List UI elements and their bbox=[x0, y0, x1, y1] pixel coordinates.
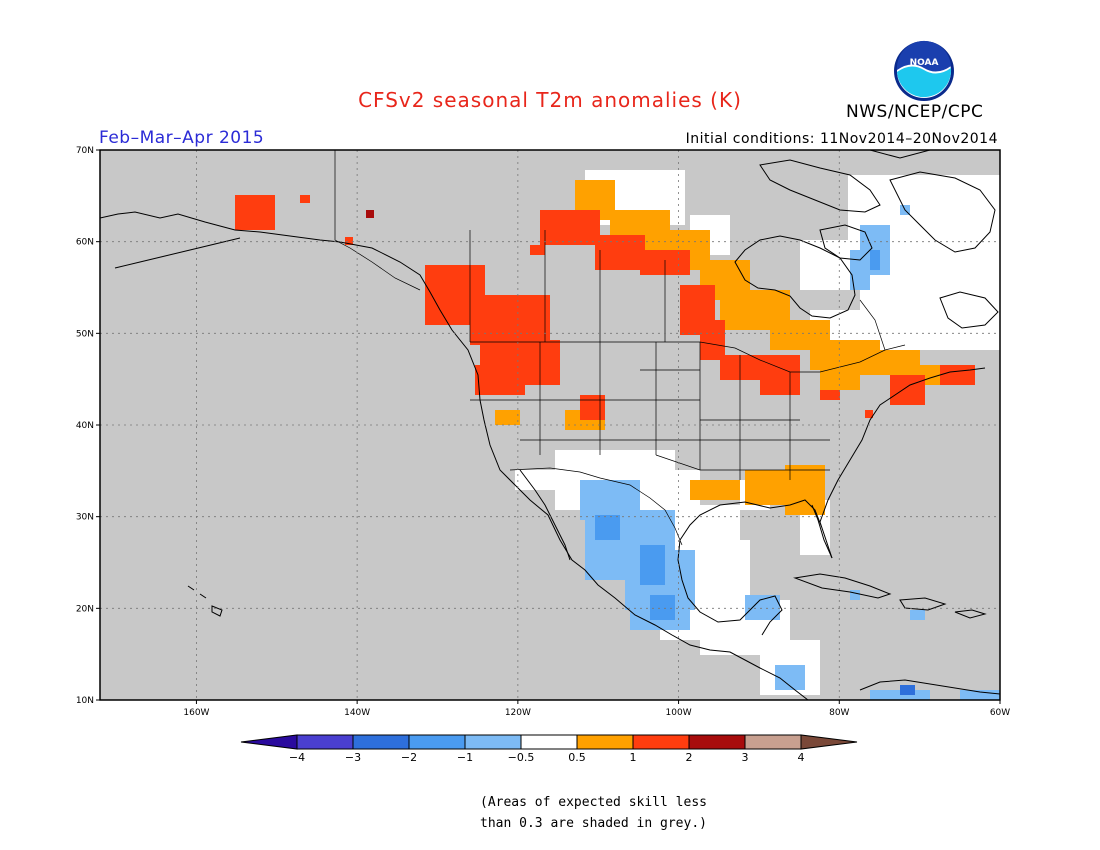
skill-note: (Areas of expected skill less than 0.3 a… bbox=[480, 792, 720, 834]
colorbar-min-arrow bbox=[240, 734, 298, 750]
colorbar-label: 3 bbox=[742, 751, 749, 764]
anomaly-cell bbox=[960, 690, 1000, 700]
anomaly-cell bbox=[530, 245, 545, 255]
graticule bbox=[100, 150, 1000, 700]
skill-note-line2: than 0.3 are shaded in grey.) bbox=[480, 816, 707, 831]
colorbar-box bbox=[520, 734, 578, 750]
anomaly-cell bbox=[515, 470, 555, 490]
colorbar-label: −4 bbox=[289, 751, 305, 764]
anomaly-cell bbox=[820, 390, 840, 400]
colorbar-box bbox=[296, 734, 354, 750]
anomaly-cell bbox=[900, 685, 915, 695]
agency-label: NWS/NCEP/CPC bbox=[846, 102, 984, 122]
season-label: Feb–Mar–Apr 2015 bbox=[99, 128, 265, 148]
lon-tick-label: 120W bbox=[505, 708, 531, 718]
lat-tick-label: 60N bbox=[76, 238, 94, 248]
colorbar-box bbox=[744, 734, 802, 750]
noaa-logo-icon: NOAA bbox=[894, 40, 954, 101]
map-title: CFSv2 seasonal T2m anomalies (K) bbox=[358, 88, 742, 112]
anomaly-cell bbox=[820, 370, 860, 390]
initial-conditions-label: Initial conditions: 11Nov2014–20Nov2014 bbox=[685, 131, 998, 147]
logo-text: NOAA bbox=[910, 58, 939, 68]
anomaly-cell bbox=[865, 410, 873, 418]
anomaly-cell bbox=[690, 480, 740, 500]
lon-tick-label: 140W bbox=[344, 708, 370, 718]
anomaly-cell bbox=[495, 410, 520, 425]
lat-tick-label: 70N bbox=[76, 146, 94, 156]
anomaly-cell bbox=[785, 465, 825, 515]
skill-note-line1: (Areas of expected skill less bbox=[480, 795, 707, 810]
colorbar-label: −2 bbox=[401, 751, 417, 764]
colorbar-box bbox=[576, 734, 634, 750]
lat-tick-label: 20N bbox=[76, 604, 94, 614]
anomaly-cell bbox=[870, 250, 880, 270]
anomaly-cell bbox=[595, 235, 645, 270]
colorbar-box bbox=[632, 734, 690, 750]
lon-tick-label: 80W bbox=[829, 708, 849, 718]
anomaly-cell bbox=[475, 365, 525, 395]
lat-tick-label: 30N bbox=[76, 513, 94, 523]
anomaly-cell bbox=[850, 590, 860, 600]
lon-tick-label: 60W bbox=[990, 708, 1010, 718]
axis-ticks: 160W 140W 120W 100W 80W 60W 70N 60N 50N 40N 30N 20N… bbox=[76, 146, 1010, 718]
lat-tick-label: 40N bbox=[76, 421, 94, 431]
lon-tick-label: 100W bbox=[666, 708, 692, 718]
anomaly-cell bbox=[235, 195, 275, 230]
anomaly-cell bbox=[580, 395, 605, 420]
colorbar-label: −1 bbox=[457, 751, 473, 764]
anomaly-cell bbox=[595, 515, 620, 540]
anomaly-cells bbox=[235, 170, 1000, 700]
anomaly-cell bbox=[540, 210, 600, 245]
anomaly-cell bbox=[760, 355, 800, 395]
anomaly-cell bbox=[640, 545, 665, 585]
lat-tick-label: 50N bbox=[76, 329, 94, 339]
anomaly-cell bbox=[366, 210, 374, 218]
anomaly-cell bbox=[345, 237, 353, 245]
lon-tick-label: 160W bbox=[183, 708, 209, 718]
anomaly-cell bbox=[700, 320, 725, 360]
colorbar-label: 1 bbox=[630, 751, 637, 764]
anomaly-cell bbox=[860, 290, 1000, 350]
anomaly-cell bbox=[800, 240, 1000, 290]
anomaly-cell bbox=[650, 595, 675, 620]
colorbar-box bbox=[464, 734, 522, 750]
colorbar-label: 4 bbox=[798, 751, 805, 764]
colorbar-box bbox=[352, 734, 410, 750]
colorbar-label: −0.5 bbox=[508, 751, 535, 764]
anomaly-cell bbox=[910, 610, 925, 620]
anomaly-cell bbox=[300, 195, 310, 203]
colorbar-max-arrow bbox=[800, 734, 858, 750]
colorbar-box bbox=[408, 734, 466, 750]
colorbar-label: 2 bbox=[686, 751, 693, 764]
colorbar-label: 0.5 bbox=[568, 751, 586, 764]
colorbar-box bbox=[688, 734, 746, 750]
anomaly-cell bbox=[890, 375, 925, 405]
colorbar-label: −3 bbox=[345, 751, 361, 764]
coastlines bbox=[100, 150, 1000, 700]
lat-tick-label: 10N bbox=[76, 696, 94, 706]
anomaly-cell bbox=[470, 295, 550, 345]
political-borders bbox=[334, 150, 906, 546]
